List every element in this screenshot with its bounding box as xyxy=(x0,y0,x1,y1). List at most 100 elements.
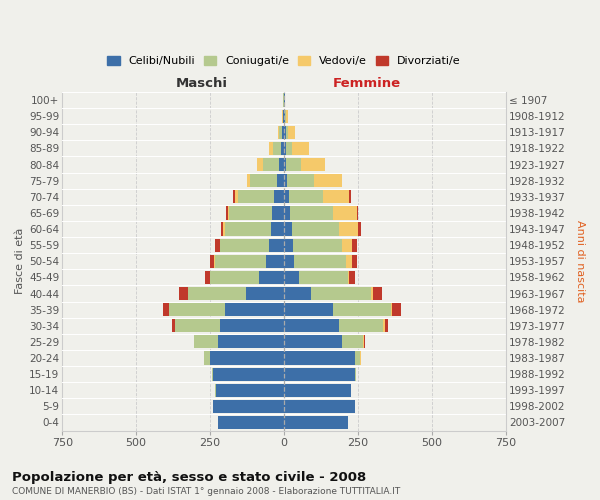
Bar xyxy=(284,142,286,155)
Bar xyxy=(385,319,388,332)
Bar xyxy=(339,222,358,235)
Bar xyxy=(284,416,348,429)
Bar xyxy=(269,238,284,252)
Bar xyxy=(273,142,281,155)
Bar xyxy=(277,174,284,188)
Bar xyxy=(278,126,280,139)
Bar xyxy=(245,287,284,300)
Bar xyxy=(284,368,355,380)
Bar xyxy=(281,142,284,155)
Bar xyxy=(362,336,364,348)
Bar xyxy=(223,222,225,235)
Bar xyxy=(213,368,284,380)
Bar xyxy=(286,142,292,155)
Bar xyxy=(169,303,225,316)
Bar xyxy=(210,271,259,284)
Bar xyxy=(163,303,169,316)
Bar xyxy=(284,222,292,235)
Bar xyxy=(383,319,385,332)
Text: Maschi: Maschi xyxy=(175,76,227,90)
Bar xyxy=(333,206,356,220)
Bar xyxy=(226,206,227,220)
Bar xyxy=(215,238,220,252)
Bar xyxy=(284,206,290,220)
Bar xyxy=(346,254,352,268)
Bar xyxy=(179,287,188,300)
Bar xyxy=(225,222,271,235)
Bar xyxy=(314,174,342,188)
Bar xyxy=(284,271,299,284)
Bar xyxy=(352,254,358,268)
Bar xyxy=(284,158,286,171)
Bar xyxy=(220,319,284,332)
Bar xyxy=(284,126,286,139)
Bar xyxy=(229,206,272,220)
Bar xyxy=(287,174,314,188)
Bar xyxy=(172,319,175,332)
Bar xyxy=(286,110,288,123)
Bar xyxy=(284,352,355,364)
Bar xyxy=(355,368,356,380)
Bar xyxy=(284,319,339,332)
Legend: Celibi/Nubili, Coniugati/e, Vedovi/e, Divorziati/e: Celibi/Nubili, Coniugati/e, Vedovi/e, Di… xyxy=(105,54,463,68)
Bar xyxy=(283,126,284,139)
Bar xyxy=(216,384,284,397)
Bar xyxy=(284,238,293,252)
Bar xyxy=(283,110,284,123)
Bar xyxy=(271,222,284,235)
Bar xyxy=(225,303,284,316)
Bar xyxy=(293,238,342,252)
Bar xyxy=(218,416,284,429)
Bar xyxy=(238,190,274,203)
Bar xyxy=(175,319,220,332)
Bar xyxy=(392,303,401,316)
Bar xyxy=(391,303,392,316)
Bar xyxy=(284,287,311,300)
Bar xyxy=(204,352,210,364)
Bar xyxy=(356,206,358,220)
Bar xyxy=(284,174,287,188)
Bar xyxy=(247,174,250,188)
Bar xyxy=(286,158,301,171)
Bar xyxy=(288,126,295,139)
Text: Femmine: Femmine xyxy=(333,76,401,90)
Bar xyxy=(280,126,283,139)
Bar xyxy=(323,190,349,203)
Bar xyxy=(333,303,391,316)
Text: COMUNE DI MANERBIO (BS) - Dati ISTAT 1° gennaio 2008 - Elaborazione TUTTITALIA.I: COMUNE DI MANERBIO (BS) - Dati ISTAT 1° … xyxy=(12,487,400,496)
Bar xyxy=(257,158,263,171)
Bar xyxy=(284,254,295,268)
Bar xyxy=(348,271,349,284)
Bar xyxy=(212,368,213,380)
Bar xyxy=(290,206,333,220)
Bar xyxy=(221,222,223,235)
Bar xyxy=(359,352,361,364)
Bar xyxy=(284,336,342,348)
Bar xyxy=(210,352,284,364)
Bar xyxy=(235,190,238,203)
Bar xyxy=(364,336,365,348)
Bar xyxy=(279,158,284,171)
Bar xyxy=(299,271,348,284)
Bar xyxy=(352,238,356,252)
Bar xyxy=(259,271,284,284)
Bar xyxy=(284,384,350,397)
Bar xyxy=(215,254,266,268)
Text: Popolazione per età, sesso e stato civile - 2008: Popolazione per età, sesso e stato civil… xyxy=(12,471,366,484)
Bar xyxy=(284,400,355,413)
Bar xyxy=(220,238,269,252)
Y-axis label: Anni di nascita: Anni di nascita xyxy=(575,220,585,302)
Bar xyxy=(211,254,214,268)
Bar xyxy=(355,352,359,364)
Bar xyxy=(266,254,284,268)
Bar xyxy=(292,222,339,235)
Bar xyxy=(272,206,284,220)
Bar xyxy=(250,174,277,188)
Bar xyxy=(311,287,371,300)
Bar xyxy=(286,126,288,139)
Y-axis label: Fasce di età: Fasce di età xyxy=(15,228,25,294)
Bar xyxy=(233,190,235,203)
Bar xyxy=(301,158,325,171)
Bar xyxy=(205,271,210,284)
Bar xyxy=(342,238,352,252)
